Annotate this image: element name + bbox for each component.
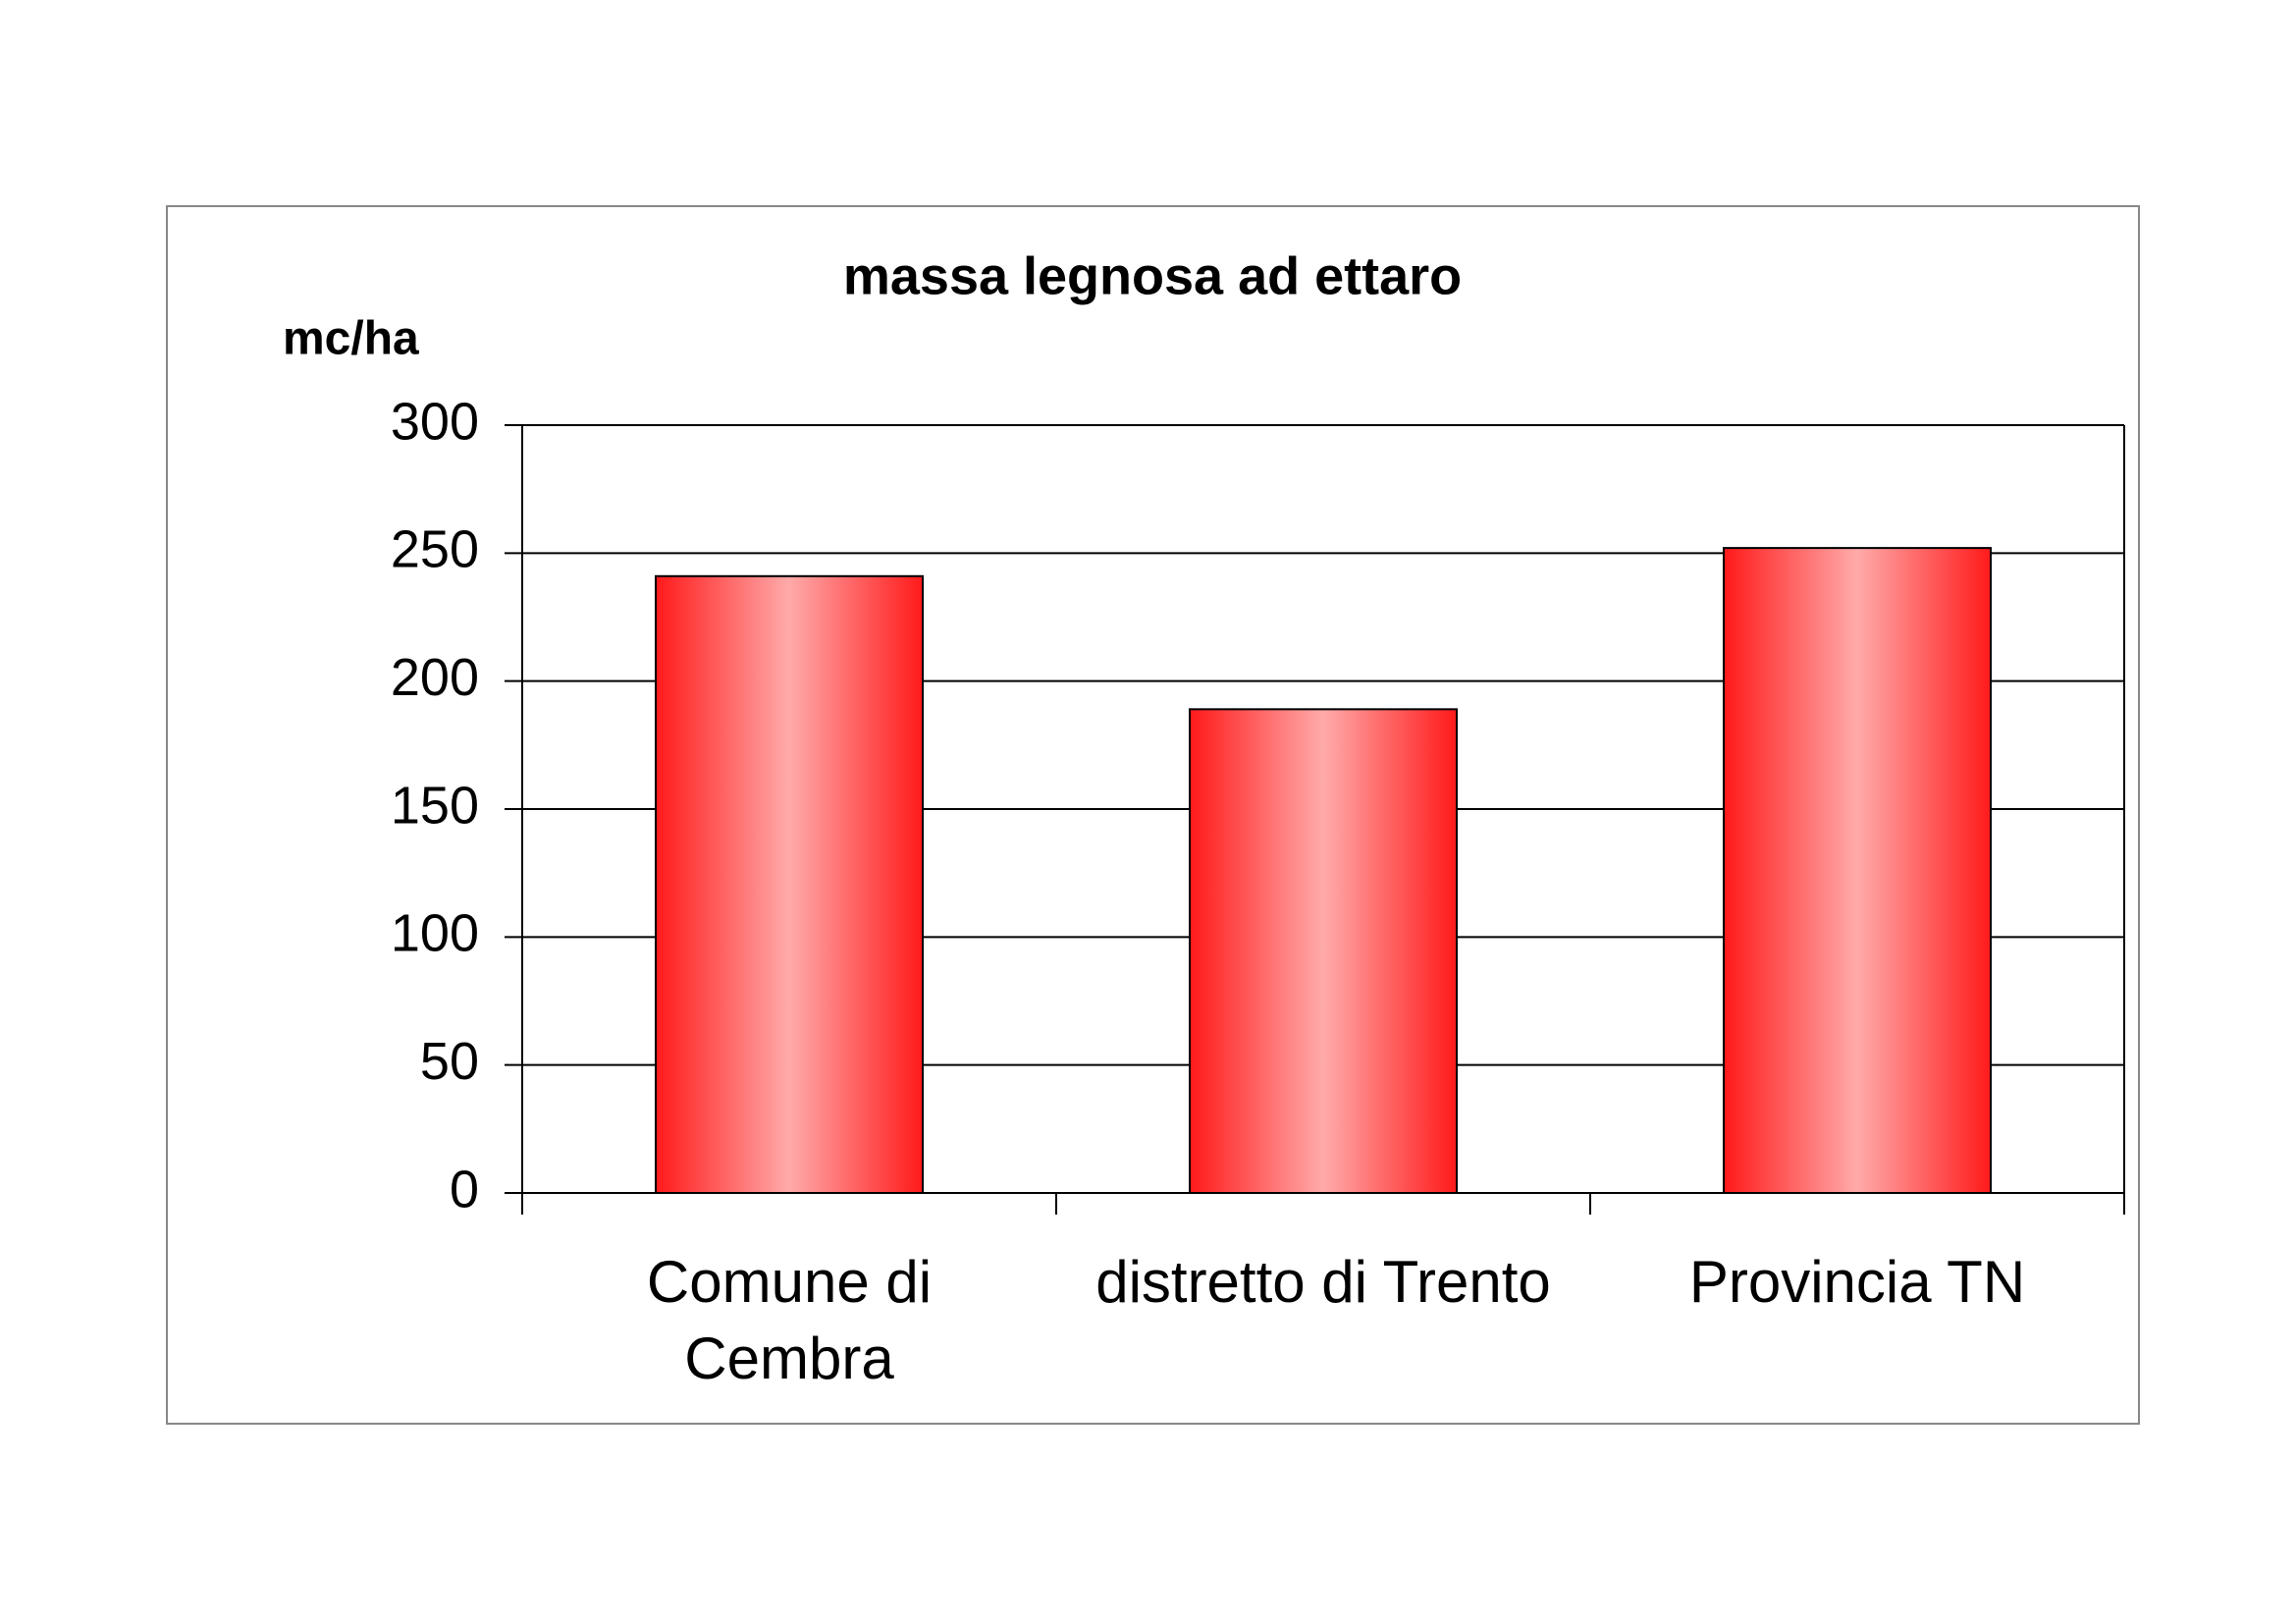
y-tick-label: 0	[450, 1160, 479, 1218]
y-tick-label: 300	[391, 392, 479, 451]
y-tick-label: 150	[391, 776, 479, 835]
x-tick-label: Comune di Cembra	[646, 1249, 933, 1391]
y-tick-label: 50	[420, 1032, 479, 1091]
y-axis-label: mc/ha	[283, 313, 419, 365]
bar	[655, 574, 924, 1194]
x-tick-label: distretto di Trento	[1095, 1249, 1551, 1315]
y-tick-label: 200	[391, 648, 479, 707]
chart-title: massa legnosa ad ettaro	[843, 246, 1462, 305]
y-tick-label: 100	[391, 904, 479, 963]
bar	[1189, 708, 1458, 1195]
bar	[1723, 547, 1992, 1194]
x-tick-label: Provincia TN	[1688, 1249, 2026, 1315]
y-tick-label: 250	[391, 520, 479, 579]
